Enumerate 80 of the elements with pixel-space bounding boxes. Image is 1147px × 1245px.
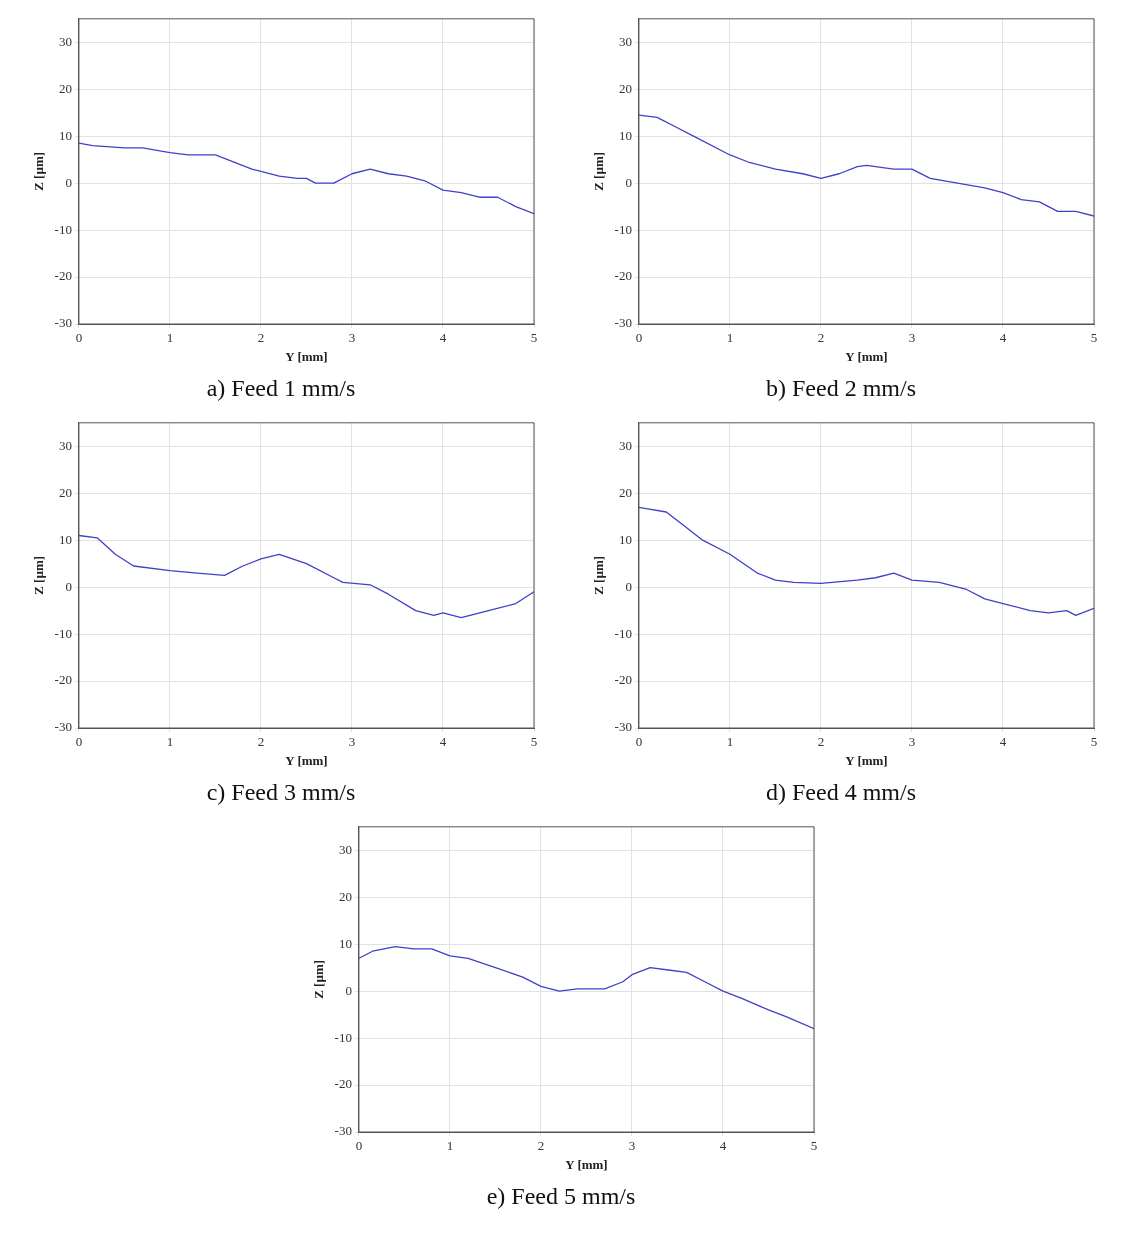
y-tick-label: 20 bbox=[338, 888, 352, 904]
x-tick-label: 1 bbox=[166, 734, 174, 750]
y-tick-label: 30 bbox=[338, 841, 352, 857]
x-tick-label: 1 bbox=[446, 1138, 454, 1154]
y-tick-label: 20 bbox=[618, 80, 632, 96]
x-tick-label: 5 bbox=[1090, 734, 1098, 750]
y-tick-label: 30 bbox=[58, 33, 72, 49]
y-tick-label: -10 bbox=[54, 221, 72, 237]
y-tick-label: 0 bbox=[625, 578, 632, 594]
text: d) Feed 4 mm/s bbox=[766, 778, 916, 805]
y-tick-label: -20 bbox=[54, 672, 72, 688]
x-tick-label: 2 bbox=[817, 330, 825, 346]
x-tick-label: 0 bbox=[75, 330, 83, 346]
text: c) Feed 3 mm/s bbox=[206, 778, 356, 805]
y-tick-label: -10 bbox=[334, 1029, 352, 1045]
y-tick-label: 20 bbox=[58, 484, 72, 500]
text: e) Feed 5 mm/s bbox=[486, 1182, 636, 1209]
x-tick-label: 1 bbox=[726, 734, 734, 750]
y-axis-title: Z [µm] bbox=[31, 555, 47, 595]
x-tick-label: 5 bbox=[530, 734, 538, 750]
y-tick-label: 10 bbox=[618, 127, 632, 143]
x-tick-label: 0 bbox=[355, 1138, 363, 1154]
x-tick-label: 1 bbox=[166, 330, 174, 346]
y-tick-label: 0 bbox=[625, 174, 632, 190]
x-tick-label: 3 bbox=[348, 734, 356, 750]
x-axis-title: Y [mm] bbox=[845, 348, 888, 364]
x-tick-label: 4 bbox=[719, 1138, 727, 1154]
x-tick-label: 0 bbox=[75, 734, 83, 750]
y-tick-label: 10 bbox=[618, 531, 632, 547]
x-tick-label: 0 bbox=[635, 734, 643, 750]
x-tick-label: 1 bbox=[726, 330, 734, 346]
x-tick-label: 4 bbox=[999, 330, 1007, 346]
y-tick-label: 20 bbox=[618, 484, 632, 500]
text: b) Feed 2 mm/s bbox=[766, 374, 916, 401]
y-tick-label: -20 bbox=[334, 1076, 352, 1092]
y-axis-title: Z [µm] bbox=[591, 555, 607, 595]
y-tick-label: -20 bbox=[54, 268, 72, 284]
y-tick-label: -10 bbox=[614, 221, 632, 237]
y-tick-label: -10 bbox=[54, 625, 72, 641]
y-tick-label: -20 bbox=[614, 672, 632, 688]
y-axis-title: Z [µm] bbox=[31, 151, 47, 191]
x-tick-label: 4 bbox=[999, 734, 1007, 750]
x-tick-label: 0 bbox=[635, 330, 643, 346]
y-tick-label: 10 bbox=[58, 127, 72, 143]
x-tick-label: 3 bbox=[628, 1138, 636, 1154]
x-tick-label: 3 bbox=[348, 330, 356, 346]
x-tick-label: 2 bbox=[257, 330, 265, 346]
x-axis-title: Y [mm] bbox=[285, 752, 328, 768]
x-axis-title: Y [mm] bbox=[285, 348, 328, 364]
x-tick-label: 2 bbox=[257, 734, 265, 750]
y-tick-label: -30 bbox=[614, 719, 632, 735]
x-tick-label: 5 bbox=[530, 330, 538, 346]
y-tick-label: 30 bbox=[58, 437, 72, 453]
y-tick-label: -20 bbox=[614, 268, 632, 284]
y-tick-label: 0 bbox=[65, 174, 72, 190]
y-axis-title: Z [µm] bbox=[591, 151, 607, 191]
y-tick-label: -30 bbox=[614, 315, 632, 331]
x-tick-label: 5 bbox=[1090, 330, 1098, 346]
y-tick-label: -10 bbox=[614, 625, 632, 641]
x-axis-title: Y [mm] bbox=[845, 752, 888, 768]
x-tick-label: 3 bbox=[908, 734, 916, 750]
x-tick-label: 4 bbox=[439, 330, 447, 346]
y-tick-label: 30 bbox=[618, 437, 632, 453]
x-tick-label: 2 bbox=[817, 734, 825, 750]
y-tick-label: 10 bbox=[338, 935, 352, 951]
x-tick-label: 3 bbox=[908, 330, 916, 346]
x-tick-label: 4 bbox=[439, 734, 447, 750]
text: a) Feed 1 mm/s bbox=[206, 374, 356, 401]
y-tick-label: -30 bbox=[334, 1123, 352, 1139]
x-tick-label: 2 bbox=[537, 1138, 545, 1154]
x-tick-label: 5 bbox=[810, 1138, 818, 1154]
y-tick-label: 0 bbox=[65, 578, 72, 594]
y-tick-label: -30 bbox=[54, 315, 72, 331]
x-axis-title: Y [mm] bbox=[565, 1156, 608, 1172]
y-tick-label: 20 bbox=[58, 80, 72, 96]
y-axis-title: Z [µm] bbox=[311, 959, 327, 999]
y-tick-label: 30 bbox=[618, 33, 632, 49]
y-tick-label: -30 bbox=[54, 719, 72, 735]
y-tick-label: 0 bbox=[345, 982, 352, 998]
y-tick-label: 10 bbox=[58, 531, 72, 547]
